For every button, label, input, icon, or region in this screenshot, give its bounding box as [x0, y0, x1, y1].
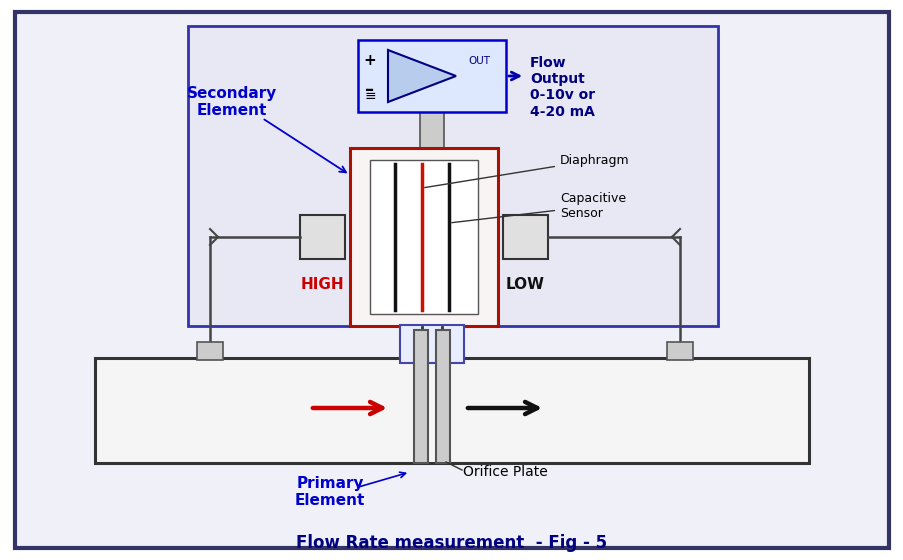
Text: –: – [365, 81, 374, 99]
Text: HIGH: HIGH [300, 277, 343, 292]
Text: +: + [363, 53, 376, 68]
Text: OUT: OUT [468, 56, 489, 66]
Text: Diaphragm: Diaphragm [424, 153, 628, 188]
Bar [502, 215, 547, 259]
Bar [420, 112, 443, 148]
Polygon shape [387, 50, 455, 102]
Bar [369, 160, 478, 314]
Bar [188, 26, 717, 326]
Bar [414, 330, 427, 463]
Bar [435, 330, 450, 463]
Bar [666, 342, 693, 360]
Bar [358, 40, 506, 112]
Bar [300, 215, 345, 259]
Text: Flow Rate measurement  - Fig - 5: Flow Rate measurement - Fig - 5 [296, 534, 607, 552]
Bar [349, 148, 498, 326]
Text: Primary
Element: Primary Element [294, 476, 365, 508]
Text: LOW: LOW [505, 277, 544, 292]
Bar [95, 358, 808, 463]
Text: Secondary
Element: Secondary Element [187, 86, 277, 118]
Text: Orifice Plate: Orifice Plate [462, 465, 547, 479]
Text: ≡: ≡ [364, 89, 376, 103]
Bar [197, 342, 223, 360]
Text: Flow
Output
0-10v or
4-20 mA: Flow Output 0-10v or 4-20 mA [529, 56, 594, 119]
Text: Capacitive
Sensor: Capacitive Sensor [452, 192, 626, 223]
Bar [399, 325, 463, 363]
